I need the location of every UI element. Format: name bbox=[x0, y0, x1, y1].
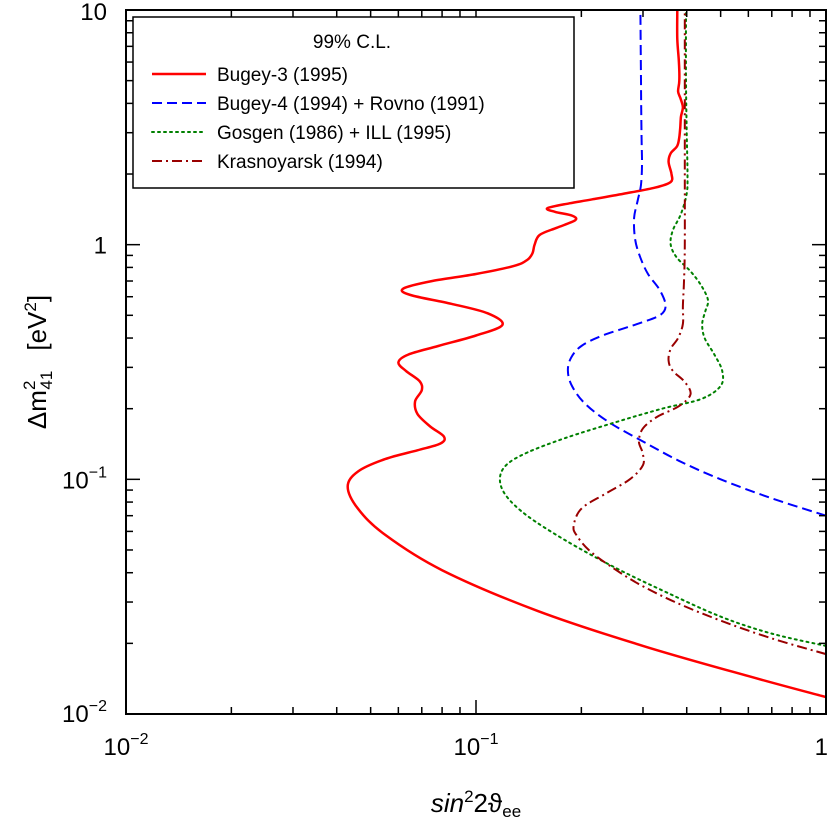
legend-label-1: Bugey-3 (1995) bbox=[217, 65, 348, 86]
y-tick-label: 10−1 bbox=[62, 464, 107, 494]
series-curve-4 bbox=[572, 10, 826, 656]
y-tick-label: 1 bbox=[94, 233, 107, 260]
series-curve-1 bbox=[346, 10, 826, 699]
x-axis-title: sin22ϑee bbox=[431, 787, 521, 821]
series-curve-2 bbox=[566, 10, 826, 517]
legend-entries: Bugey-3 (1995) Bugey-4 (1994) + Rovno (19… bbox=[151, 65, 485, 173]
y-axis-title: Δm241[eV2] bbox=[20, 295, 56, 429]
legend-label-4: Krasnoyarsk (1994) bbox=[217, 152, 383, 173]
x-tick-label: 10−1 bbox=[454, 731, 499, 761]
legend-label-2: Bugey-4 (1994) + Rovno (1991) bbox=[217, 94, 485, 115]
x-tick-label: 1 bbox=[815, 734, 828, 761]
y-tick-label: 10−2 bbox=[62, 698, 107, 728]
tick-labels-layer: 10−2 10−1 1 10−2 10−1 1 10 bbox=[62, 0, 828, 761]
series-curve-3 bbox=[498, 10, 826, 647]
curves-layer bbox=[346, 10, 826, 699]
legend-box bbox=[132, 16, 575, 189]
legend-label-3: Gosgen (1986) + ILL (1995) bbox=[217, 123, 451, 144]
y-tick-label: 10 bbox=[80, 0, 107, 26]
x-tick-label: 10−2 bbox=[104, 731, 149, 761]
ticks-layer bbox=[125, 10, 826, 715]
legend: 99% C.L. Bugey-3 (1995) Bugey-4 (1994) + … bbox=[132, 16, 575, 189]
legend-title: 99% C.L. bbox=[313, 32, 391, 53]
